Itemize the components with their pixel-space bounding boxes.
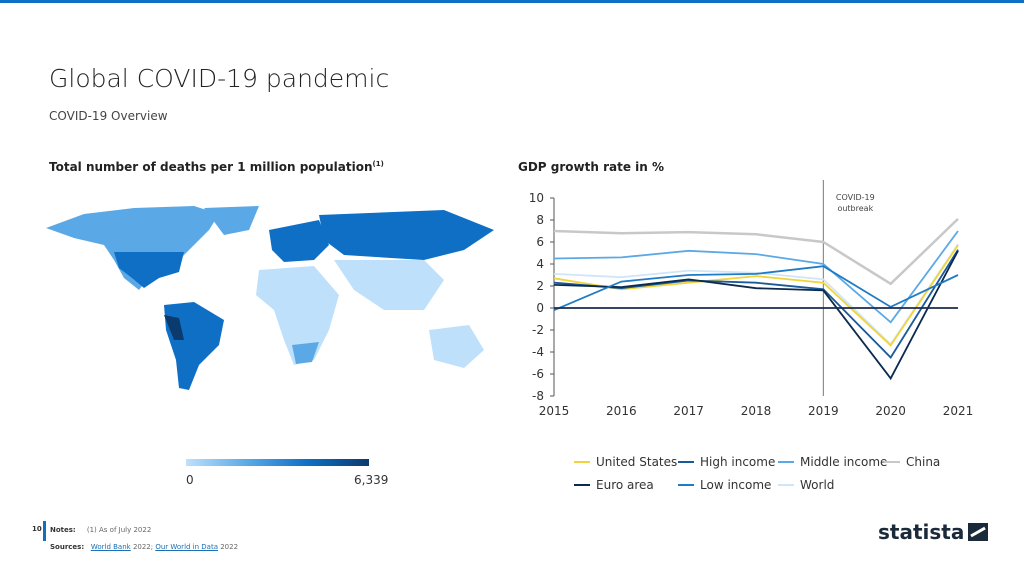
map-peru: [164, 315, 184, 340]
series-line-low-income: [553, 265, 959, 312]
x-tick-label: 2015: [539, 404, 570, 418]
map-title: Total number of deaths per 1 million pop…: [49, 160, 384, 174]
y-tick-label: 8: [536, 213, 544, 227]
x-tick-label: 2019: [808, 404, 839, 418]
x-tick-label: 2021: [943, 404, 974, 418]
sources: Sources: World Bank 2022; Our World in D…: [50, 543, 238, 551]
y-tick-label: -4: [532, 345, 544, 359]
map-south-america: [164, 302, 224, 390]
legend-swatch: [778, 484, 794, 486]
legend-label: United States: [596, 455, 678, 469]
y-tick-label: 2: [536, 279, 544, 293]
map-north-america: [46, 206, 219, 290]
legend-swatch: [678, 484, 694, 486]
y-tick-label: -2: [532, 323, 544, 337]
legend-item: Low income: [678, 478, 771, 492]
legend-label: High income: [700, 455, 776, 469]
map-europe: [269, 220, 329, 262]
top-accent-bar: [0, 0, 1024, 3]
series-line-euro-area: [553, 250, 959, 381]
x-tick-label: 2016: [606, 404, 637, 418]
legend-item: Euro area: [574, 478, 654, 492]
y-tick-label: 4: [536, 257, 544, 271]
logo-text: statista: [878, 520, 965, 544]
legend-item: World: [778, 478, 834, 492]
y-tick-label: 0: [536, 301, 544, 315]
y-tick-label: 10: [529, 191, 544, 205]
notes-text: (1) As of July 2022: [86, 526, 152, 534]
legend-item: High income: [678, 455, 775, 469]
page-number: 10: [32, 525, 42, 533]
legend-label: Middle income: [800, 455, 888, 469]
annotation-label: COVID-19: [836, 193, 875, 202]
notes-label: Notes:: [50, 526, 76, 534]
y-tick-label: -6: [532, 367, 544, 381]
legend-label: Low income: [700, 478, 772, 492]
source-link-world-bank[interactable]: World Bank: [90, 543, 131, 551]
annotation-label: outbreak: [837, 204, 873, 213]
page-title: Global COVID-19 pandemic: [49, 64, 390, 93]
x-tick-label: 2020: [875, 404, 906, 418]
x-tick-label: 2017: [673, 404, 704, 418]
world-map: [46, 206, 494, 390]
legend-swatch: [574, 484, 590, 486]
page-subtitle: COVID-19 Overview: [49, 109, 168, 123]
legend-swatch: [884, 461, 900, 463]
scale-max-label: 6,339: [354, 473, 389, 487]
color-scale-bar: [186, 459, 369, 466]
series-line-united-states: [553, 244, 959, 347]
series-line-china: [553, 218, 959, 286]
legend-label: Euro area: [596, 478, 654, 492]
scale-min-label: 0: [186, 473, 194, 487]
source-year-2: 2022: [218, 543, 239, 551]
series-line-world: [553, 243, 959, 346]
legend-swatch: [778, 461, 794, 463]
map-title-note: (1): [372, 160, 384, 168]
legend-swatch: [574, 461, 590, 463]
map-usa: [114, 252, 184, 288]
source-year-1: 2022;: [130, 543, 156, 551]
series-line-high-income: [553, 249, 959, 359]
y-tick-label: -8: [532, 389, 544, 403]
legend-item: Middle income: [778, 455, 887, 469]
map-africa: [256, 266, 339, 365]
logo-mark-icon: [968, 523, 989, 541]
series-line-middle-income: [553, 230, 959, 324]
page-marker: [43, 521, 46, 541]
sources-label: Sources:: [50, 543, 85, 551]
source-link-owid[interactable]: Our World in Data: [155, 543, 218, 551]
map-australia: [429, 325, 484, 368]
legend-swatch: [678, 461, 694, 463]
notes: Notes: (1) As of July 2022: [50, 526, 151, 534]
x-tick-label: 2018: [741, 404, 772, 418]
map-greenland: [204, 206, 259, 235]
statista-logo: statista: [878, 520, 989, 544]
map-asia-south: [334, 260, 444, 310]
legend-label: World: [800, 478, 835, 492]
y-tick-label: 6: [536, 235, 544, 249]
legend-item: China: [884, 455, 940, 469]
map-russia-asia: [319, 210, 494, 260]
chart-title: GDP growth rate in %: [518, 160, 665, 174]
map-title-text: Total number of deaths per 1 million pop…: [49, 160, 373, 174]
map-south-africa: [292, 342, 319, 364]
legend-label: China: [906, 455, 941, 469]
legend-item: United States: [574, 455, 677, 469]
